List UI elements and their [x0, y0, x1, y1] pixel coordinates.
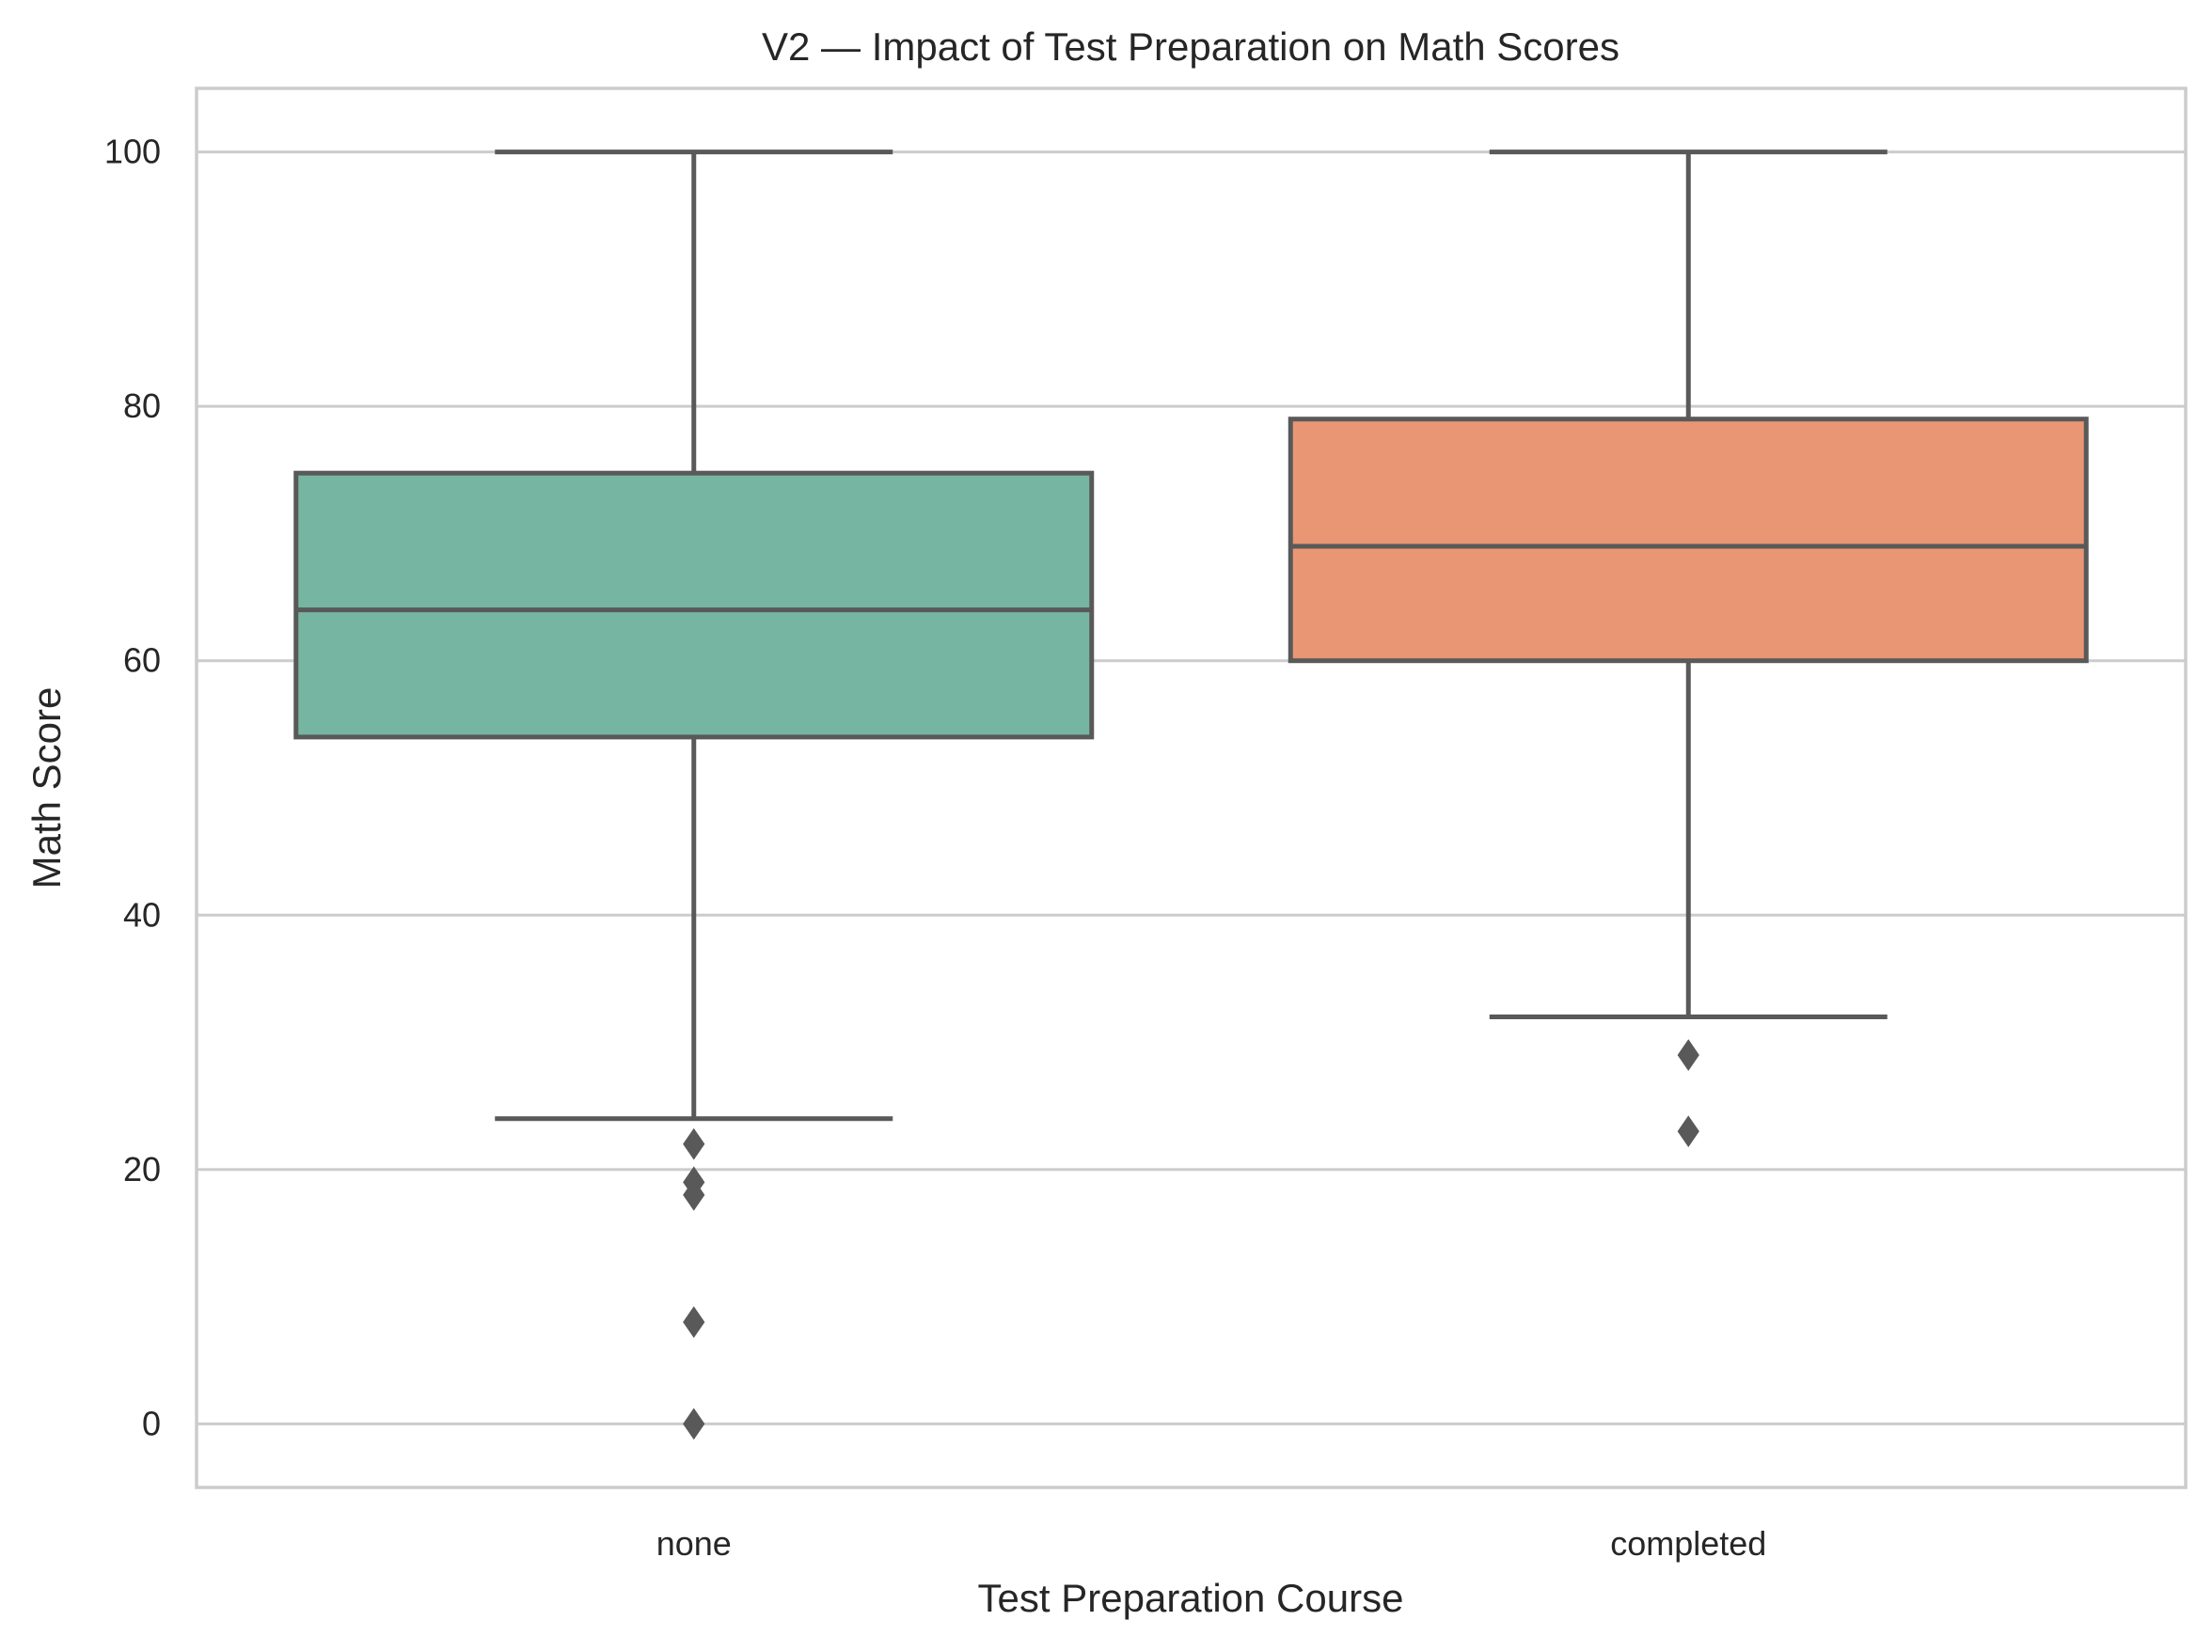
- x-tick-label: completed: [1610, 1524, 1766, 1563]
- x-tick-labels: none completed: [656, 1524, 1767, 1563]
- y-tick-label: 60: [123, 641, 161, 680]
- y-axis-title: Math Score: [24, 687, 69, 889]
- x-axis-title: Test Preparation Course: [978, 1576, 1404, 1620]
- plot-frame: [195, 87, 2188, 1489]
- box-group-none: [293, 149, 1095, 1440]
- y-tick-label: 20: [123, 1150, 161, 1188]
- chart-title: V2 — Impact of Test Preparation on Math …: [762, 24, 1620, 69]
- grid-layer: [197, 150, 2186, 1425]
- outlier-point: [683, 1306, 705, 1339]
- box-layer: [293, 149, 2089, 1440]
- y-tick-label: 0: [142, 1404, 161, 1442]
- y-tick-labels: 0 20 40 60 80 100: [104, 133, 161, 1443]
- outlier-point: [683, 1178, 705, 1211]
- y-tick-label: 100: [104, 133, 161, 171]
- y-tick-label: 40: [123, 895, 161, 934]
- outlier-point: [683, 1127, 705, 1160]
- iqr-box: [293, 470, 1095, 740]
- y-tick-label: 80: [123, 386, 161, 425]
- outlier-point: [1677, 1115, 1699, 1148]
- outlier-point: [1677, 1039, 1699, 1071]
- box-group-completed: [1288, 149, 2089, 1148]
- x-tick-label: none: [656, 1524, 732, 1563]
- outlier-point: [683, 1408, 705, 1440]
- iqr-box: [1288, 417, 2089, 664]
